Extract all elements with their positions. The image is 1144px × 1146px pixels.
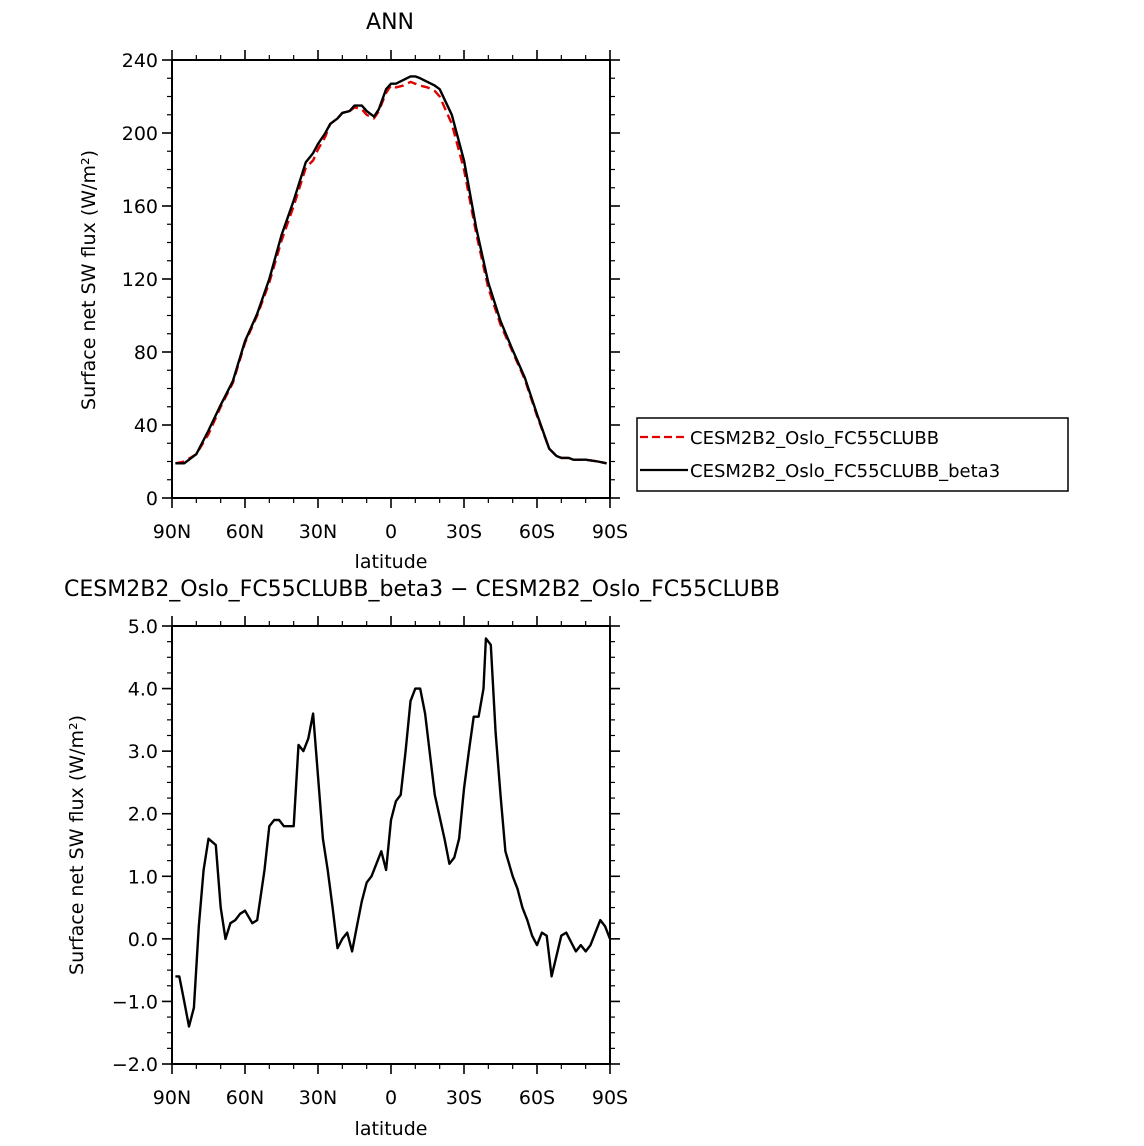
y-tick-label: 0 xyxy=(146,488,158,510)
y-tick-label: 0.0 xyxy=(128,929,158,951)
x-tick-label: 60S xyxy=(519,521,555,543)
x-tick-label: 30S xyxy=(446,1087,482,1109)
y-axis: −2.0 −1.0 0.0 1.0 2.0 3.0 4.0 5.0 xyxy=(112,616,620,1076)
y-tick-label: 80 xyxy=(134,342,158,364)
legend-box xyxy=(636,417,1069,492)
y-axis: 0 40 80 120 160 200 240 xyxy=(122,50,620,510)
y-tick-label: 5.0 xyxy=(128,616,158,638)
y-tick-label: 200 xyxy=(122,123,158,145)
chart-title: CESM2B2_Oslo_FC55CLUBB_beta3 − CESM2B2_O… xyxy=(64,577,780,602)
x-tick-label: 60S xyxy=(519,1087,555,1109)
y-tick-label: 1.0 xyxy=(128,866,158,888)
x-tick-label: 30N xyxy=(299,1087,337,1109)
y-axis-label: Surface net SW flux (W/m²) xyxy=(78,150,100,410)
y-tick-label: 120 xyxy=(122,269,158,291)
series-line-a xyxy=(175,637,612,1028)
x-tick-label: 30S xyxy=(446,521,482,543)
series-layer xyxy=(175,75,607,465)
legend-label-fc55clubb: CESM2B2_Oslo_FC55CLUBB xyxy=(690,428,939,449)
series-layer xyxy=(175,637,612,1028)
series-line-b xyxy=(175,75,607,465)
legend-label-fc55clubb-beta3: CESM2B2_Oslo_FC55CLUBB_beta3 xyxy=(690,461,1000,482)
x-axis: 90N 60N 30N 0 30S 60S 90S xyxy=(153,616,628,1109)
x-tick-label: 90N xyxy=(153,1087,191,1109)
panel-difference: CESM2B2_Oslo_FC55CLUBB_beta3 − CESM2B2_O… xyxy=(64,577,780,1140)
y-tick-label: 40 xyxy=(134,415,158,437)
y-axis-label: Surface net SW flux (W/m²) xyxy=(66,715,88,975)
x-tick-label: 90N xyxy=(153,521,191,543)
plot-frame xyxy=(171,625,611,1065)
x-tick-label: 30N xyxy=(299,521,337,543)
y-tick-label: 3.0 xyxy=(128,741,158,763)
x-tick-label: 90S xyxy=(592,521,628,543)
y-tick-label: 2.0 xyxy=(128,804,158,826)
series-line-a xyxy=(175,80,607,465)
x-tick-label: 0 xyxy=(385,1087,397,1109)
x-tick-label: 60N xyxy=(226,521,264,543)
x-axis: 90N 60N 30N 0 30S 60S 90S xyxy=(153,50,628,543)
y-tick-label: −2.0 xyxy=(112,1054,158,1076)
y-tick-label: −1.0 xyxy=(112,991,158,1013)
x-tick-label: 90S xyxy=(592,1087,628,1109)
x-tick-label: 60N xyxy=(226,1087,264,1109)
y-tick-label: 4.0 xyxy=(128,679,158,701)
chart-title: ANN xyxy=(366,10,414,35)
legend: CESM2B2_Oslo_FC55CLUBB CESM2B2_Oslo_FC55… xyxy=(636,417,1069,492)
x-axis-label: latitude xyxy=(355,551,428,573)
y-tick-label: 240 xyxy=(122,50,158,72)
x-axis-label: latitude xyxy=(355,1118,428,1140)
x-tick-label: 0 xyxy=(385,521,397,543)
y-tick-label: 160 xyxy=(122,196,158,218)
